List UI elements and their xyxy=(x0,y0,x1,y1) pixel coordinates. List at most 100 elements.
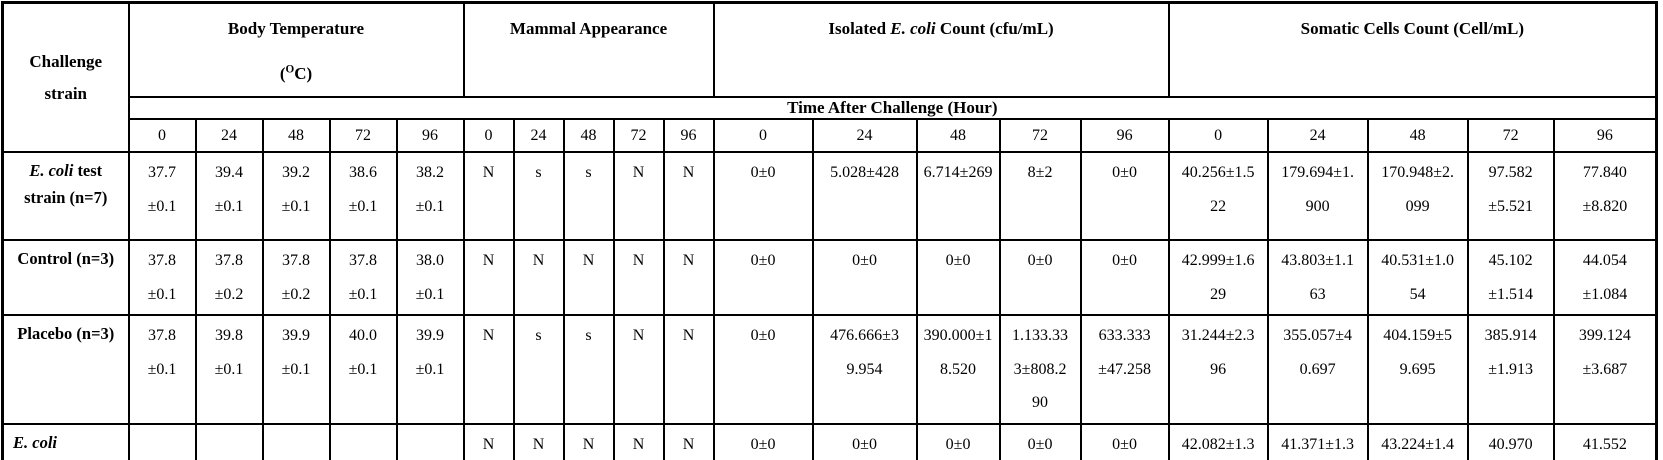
data-cell: 390.000±18.520 xyxy=(915,314,1001,426)
data-cell: 37.8±0.2 xyxy=(261,239,331,317)
data-cell: N xyxy=(612,314,665,426)
data-cell: N xyxy=(662,314,715,426)
data-cell: 40.0±0.1 xyxy=(328,314,398,426)
group-title-line: Mammal Appearance xyxy=(509,19,668,38)
data-cell: 0±0 xyxy=(712,151,814,242)
data-cell: 97.582±5.521 xyxy=(1466,151,1555,242)
data-cell: N xyxy=(462,423,515,460)
data-cell: 37.8±0.1 xyxy=(328,239,398,317)
tick-sc-24h: 24 xyxy=(1266,118,1369,154)
time-header-row: Time After Challenge (Hour) xyxy=(3,96,1658,121)
data-cell: N xyxy=(612,423,665,460)
data-cell: 6.714±269 xyxy=(915,151,1001,242)
data-cell: N xyxy=(662,423,715,460)
group-title-line: Body Temperature xyxy=(227,19,365,38)
data-cell: 40.531±1.054 xyxy=(1366,239,1469,317)
tick-ec-96h: 96 xyxy=(1079,118,1170,154)
group-header-row: Challenge strain Body Temperature (OC) M… xyxy=(1,1,1658,154)
data-cell: 42.082±1.383 xyxy=(1167,423,1269,460)
data-cell: 0±0 xyxy=(712,314,814,426)
table-row-ecoli-unchallenged-quarter: E. coli unchallenged quarter (n=7) N N N… xyxy=(1,423,1658,460)
data-cell: 633.333±47.258 xyxy=(1079,314,1170,426)
data-cell: N xyxy=(562,423,615,460)
data-cell: N xyxy=(462,151,515,242)
group-header-isolated-ecoli-count: Isolated E. coli Count (cfu/mL) xyxy=(712,1,1170,99)
data-cell: 40.256±1.522 xyxy=(1167,151,1269,242)
group-header-body-temperature: Body Temperature (OC) xyxy=(127,1,465,99)
data-cell: N xyxy=(662,239,715,317)
data-cell: 0±0 xyxy=(1079,239,1170,317)
data-cell: 42.999±1.629 xyxy=(1167,239,1269,317)
data-cell: N xyxy=(612,239,665,317)
tick-ec-72h: 72 xyxy=(998,118,1082,154)
data-cell: N xyxy=(662,151,715,242)
tick-sc-96h: 96 xyxy=(1552,118,1658,154)
data-cell: s xyxy=(512,151,565,242)
tick-ma-0h: 0 xyxy=(462,118,515,154)
group-header-mammal-appearance: Mammal Appearance xyxy=(462,1,715,99)
data-cell xyxy=(194,423,264,460)
group-header-somatic-cells-count: Somatic Cells Count (Cell/mL) xyxy=(1167,1,1658,99)
data-cell: 1.133.333±808.290 xyxy=(998,314,1082,426)
data-cell: 38.2±0.1 xyxy=(395,151,465,242)
data-cell: 179.694±1.900 xyxy=(1266,151,1369,242)
tick-bt-24h: 24 xyxy=(194,118,264,154)
data-cell xyxy=(261,423,331,460)
tick-ma-96h: 96 xyxy=(662,118,715,154)
tick-ec-0h: 0 xyxy=(712,118,814,154)
data-cell: 355.057±40.697 xyxy=(1266,314,1369,426)
tick-bt-48h: 48 xyxy=(261,118,331,154)
data-cell: N xyxy=(512,239,565,317)
data-cell: 43.803±1.163 xyxy=(1266,239,1369,317)
table-row-placebo: Placebo (n=3) 37.8±0.1 39.8±0.1 39.9±0.1… xyxy=(1,314,1658,426)
data-cell: 41.552±1.559 xyxy=(1552,423,1658,460)
time-tick-row: 0 24 48 72 96 0 24 48 72 96 0 24 48 72 9… xyxy=(3,118,1658,154)
data-cell: 37.7±0.1 xyxy=(127,151,197,242)
data-cell: 0±0 xyxy=(1079,423,1170,460)
data-cell: 39.9±0.1 xyxy=(261,314,331,426)
tick-bt-0h: 0 xyxy=(127,118,197,154)
data-cell: 8±2 xyxy=(998,151,1082,242)
data-cell: 38.0±0.1 xyxy=(395,239,465,317)
table-row-ecoli-test-strain: E. coli test strain (n=7) 37.7±0.1 39.4±… xyxy=(1,151,1658,242)
data-cell: 5.028±428 xyxy=(811,151,918,242)
data-cell: 0±0 xyxy=(811,239,918,317)
group-title-line: (OC) xyxy=(279,63,313,84)
tick-sc-48h: 48 xyxy=(1366,118,1469,154)
data-cell: 39.9±0.1 xyxy=(395,314,465,426)
data-cell: N xyxy=(612,151,665,242)
data-cell: 0±0 xyxy=(915,423,1001,460)
data-cell: 39.8±0.1 xyxy=(194,314,264,426)
data-cell: 0±0 xyxy=(1079,151,1170,242)
data-cell: s xyxy=(562,151,615,242)
tick-ec-48h: 48 xyxy=(915,118,1001,154)
data-cell: 37.8±0.2 xyxy=(194,239,264,317)
tick-bt-72h: 72 xyxy=(328,118,398,154)
data-cell: 0±0 xyxy=(915,239,1001,317)
data-cell: 38.6±0.1 xyxy=(328,151,398,242)
tick-ma-48h: 48 xyxy=(562,118,615,154)
data-cell: N xyxy=(512,423,565,460)
tick-ec-24h: 24 xyxy=(811,118,918,154)
data-cell: 476.666±39.954 xyxy=(811,314,918,426)
row-label: Control (n=3) xyxy=(1,239,130,317)
data-cell: s xyxy=(512,314,565,426)
data-cell: 44.054±1.084 xyxy=(1552,239,1658,317)
data-cell xyxy=(395,423,465,460)
tick-sc-72h: 72 xyxy=(1466,118,1555,154)
corner-header-challenge-strain: Challenge strain xyxy=(1,1,130,154)
data-cell: N xyxy=(462,314,515,426)
row-label: Placebo (n=3) xyxy=(1,314,130,426)
data-cell: 45.102±1.514 xyxy=(1466,239,1555,317)
row-label: E. coli unchallenged quarter (n=7) xyxy=(1,423,130,460)
data-cell: 37.8±0.1 xyxy=(127,314,197,426)
tick-bt-96h: 96 xyxy=(395,118,465,154)
data-cell xyxy=(328,423,398,460)
data-cell: 170.948±2.099 xyxy=(1366,151,1469,242)
tick-ma-24h: 24 xyxy=(512,118,565,154)
data-cell: 0±0 xyxy=(998,423,1082,460)
group-title-line: Isolated E. coli Count (cfu/mL) xyxy=(828,19,1054,38)
data-cell: 385.914±1.913 xyxy=(1466,314,1555,426)
